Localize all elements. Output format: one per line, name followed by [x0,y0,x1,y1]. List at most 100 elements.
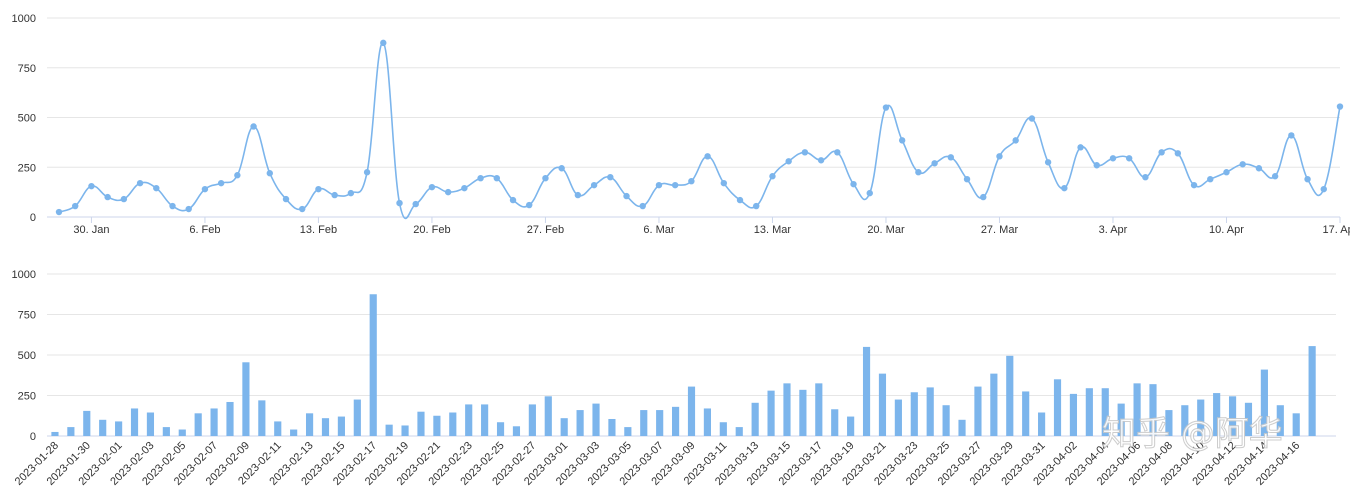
line-point[interactable] [299,205,306,213]
bar[interactable] [1181,405,1189,436]
line-point[interactable] [947,154,955,161]
line-point[interactable] [623,192,630,200]
bar[interactable] [99,419,107,436]
line-point[interactable] [136,179,144,187]
bar[interactable] [1133,383,1141,436]
bar[interactable] [194,413,202,436]
line-point[interactable] [1093,162,1100,169]
bar[interactable] [687,386,696,436]
bar[interactable] [369,294,377,436]
bar[interactable] [1308,346,1316,436]
bar[interactable] [242,362,250,436]
line-point[interactable] [412,200,419,208]
bar[interactable] [1165,410,1173,436]
line-point[interactable] [931,160,938,167]
line-point[interactable] [1336,103,1344,110]
bar[interactable] [210,408,218,436]
line-point[interactable] [185,205,192,213]
bar[interactable] [942,405,950,436]
bar[interactable] [1197,399,1205,436]
bar[interactable] [878,373,887,436]
bar[interactable] [656,410,664,436]
line-point[interactable] [1061,184,1068,192]
line-point[interactable] [526,201,533,209]
line-point[interactable] [1012,137,1019,144]
bar[interactable] [1038,412,1046,436]
bar[interactable] [321,418,330,436]
bar[interactable] [115,421,123,436]
line-point[interactable] [785,158,792,165]
bar[interactable] [799,389,807,436]
bar[interactable] [274,421,282,436]
bar[interactable] [592,403,600,436]
bar[interactable] [719,422,727,436]
bar[interactable] [496,422,505,436]
line-point[interactable] [331,191,338,199]
line-point[interactable] [1028,115,1036,122]
line-point[interactable] [753,202,760,210]
line-point[interactable] [769,173,776,180]
bar[interactable] [130,408,139,436]
line-point[interactable] [607,174,614,181]
line-point[interactable] [1044,159,1052,166]
bar[interactable] [1101,388,1109,436]
line-point[interactable] [347,189,355,197]
line-point[interactable] [817,157,825,164]
bar[interactable] [608,418,616,436]
line-point[interactable] [1109,155,1117,162]
bar[interactable] [560,418,568,436]
bar[interactable] [1149,384,1157,436]
line-point[interactable] [88,182,95,190]
line-point[interactable] [704,153,711,160]
bar[interactable] [1244,402,1253,436]
line-point[interactable] [234,172,241,179]
line-point[interactable] [1223,169,1230,176]
bar[interactable] [847,416,855,436]
bar[interactable] [910,392,918,436]
bar[interactable] [1276,405,1284,436]
bar[interactable] [672,406,680,436]
bar[interactable] [226,401,234,436]
line-point[interactable] [1207,175,1214,183]
bar[interactable] [894,399,902,436]
line-point[interactable] [153,184,160,192]
line-point[interactable] [1288,132,1295,139]
line-point[interactable] [866,189,873,197]
line-point[interactable] [461,184,468,192]
bar[interactable] [640,410,648,436]
line-point[interactable] [639,202,646,210]
line-point[interactable] [493,174,501,182]
line-point[interactable] [72,202,79,210]
line-point[interactable] [282,195,290,203]
line-point[interactable] [980,193,987,201]
bar[interactable] [337,416,345,436]
line-point[interactable] [1142,174,1149,181]
bar[interactable] [624,427,632,436]
bar[interactable] [974,386,982,436]
line-point[interactable] [1239,161,1246,168]
line-point[interactable] [542,174,549,182]
line-point[interactable] [1271,173,1279,180]
line-point[interactable] [1077,144,1084,151]
line-point[interactable] [1190,181,1198,189]
line-point[interactable] [1304,175,1311,183]
line-point[interactable] [688,177,695,185]
line-point[interactable] [736,196,744,204]
line-point[interactable] [120,195,128,203]
line-point[interactable] [590,181,598,189]
line-point[interactable] [55,208,63,216]
line-point[interactable] [882,104,890,111]
line-point[interactable] [801,149,809,156]
line-point[interactable] [671,181,679,189]
line-point[interactable] [217,179,225,187]
bar[interactable] [83,410,91,436]
line-point[interactable] [1158,149,1165,156]
bar[interactable] [831,409,839,436]
bar[interactable] [162,427,170,436]
bar[interactable] [1085,388,1093,436]
line-point[interactable] [963,175,971,183]
bar[interactable] [815,383,823,436]
bar[interactable] [512,426,521,436]
bar[interactable] [465,404,473,436]
line-point[interactable] [1125,155,1133,162]
